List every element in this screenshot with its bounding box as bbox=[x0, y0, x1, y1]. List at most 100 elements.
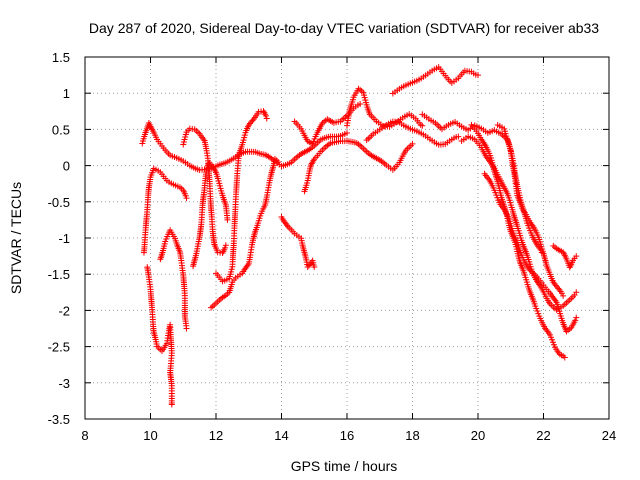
series-track-14 bbox=[389, 64, 481, 97]
series-track-17 bbox=[468, 121, 568, 361]
data-point bbox=[361, 92, 368, 99]
data-point bbox=[558, 290, 565, 297]
data-point bbox=[241, 134, 248, 141]
x-tick-label: 24 bbox=[602, 428, 616, 443]
series-track-11 bbox=[301, 137, 416, 195]
data-point bbox=[162, 238, 169, 245]
data-point bbox=[409, 140, 416, 147]
chart-title: Day 287 of 2020, Sidereal Day-to-day VTE… bbox=[89, 20, 599, 36]
data-point bbox=[249, 117, 256, 124]
data-point bbox=[309, 159, 316, 166]
data-point bbox=[492, 189, 499, 196]
data-point bbox=[533, 305, 540, 312]
data-points bbox=[139, 64, 580, 408]
series-track-7 bbox=[208, 155, 282, 311]
data-point bbox=[549, 339, 556, 346]
data-point bbox=[573, 253, 580, 260]
series-track-20 bbox=[550, 242, 580, 271]
series-track-9 bbox=[278, 214, 318, 270]
series-track-13 bbox=[363, 118, 462, 148]
data-point bbox=[519, 254, 526, 261]
data-point bbox=[560, 249, 567, 256]
data-point bbox=[480, 139, 487, 146]
data-point bbox=[475, 72, 481, 79]
series-track-8 bbox=[213, 108, 270, 285]
series-track-4 bbox=[157, 227, 190, 332]
data-point bbox=[357, 101, 364, 108]
data-point bbox=[549, 336, 556, 343]
data-point bbox=[180, 139, 187, 146]
y-tick-label: -3.5 bbox=[48, 412, 70, 427]
y-tick-label: 1 bbox=[63, 86, 70, 101]
data-point bbox=[311, 263, 318, 270]
data-point bbox=[228, 268, 235, 275]
data-point bbox=[560, 292, 567, 299]
data-point bbox=[525, 222, 532, 229]
data-point bbox=[485, 175, 492, 182]
series-track-3 bbox=[144, 264, 175, 408]
data-point bbox=[534, 308, 541, 315]
data-point bbox=[222, 242, 229, 249]
x-tick-label: 22 bbox=[536, 428, 550, 443]
data-point bbox=[518, 252, 525, 259]
data-point bbox=[260, 108, 267, 115]
data-point bbox=[283, 222, 290, 229]
data-point bbox=[148, 124, 155, 131]
data-point bbox=[228, 266, 235, 273]
data-point bbox=[241, 132, 248, 139]
data-point bbox=[551, 296, 558, 303]
data-point bbox=[524, 220, 531, 227]
y-tick-label: 0.5 bbox=[52, 122, 70, 137]
series-track-6 bbox=[190, 159, 231, 270]
data-point bbox=[573, 314, 580, 321]
data-point bbox=[455, 133, 462, 140]
data-point bbox=[262, 112, 269, 119]
data-point bbox=[244, 262, 251, 269]
y-tick-label: -3 bbox=[58, 376, 70, 391]
data-point bbox=[361, 94, 368, 101]
series-track-1 bbox=[139, 120, 350, 173]
data-point bbox=[309, 140, 316, 147]
x-tick-label: 16 bbox=[340, 428, 354, 443]
data-point bbox=[419, 122, 426, 129]
x-tick-label: 12 bbox=[209, 428, 223, 443]
series-track-16 bbox=[458, 133, 580, 313]
data-point bbox=[263, 115, 270, 122]
x-tick-label: 18 bbox=[405, 428, 419, 443]
x-tick-label: 14 bbox=[274, 428, 288, 443]
y-tick-label: -1.5 bbox=[48, 267, 70, 282]
x-tick-label: 10 bbox=[143, 428, 157, 443]
data-point bbox=[572, 317, 579, 324]
data-point bbox=[493, 192, 500, 199]
data-point bbox=[275, 158, 282, 165]
data-point bbox=[538, 249, 545, 256]
data-point bbox=[212, 167, 219, 174]
series-track-18 bbox=[481, 170, 580, 335]
data-point bbox=[216, 182, 223, 189]
data-point bbox=[499, 204, 506, 211]
series-track-19 bbox=[494, 121, 545, 256]
y-tick-label: -1 bbox=[58, 231, 70, 246]
y-tick-label: 0 bbox=[63, 159, 70, 174]
y-tick-label: -0.5 bbox=[48, 195, 70, 210]
y-tick-label: 1.5 bbox=[52, 50, 70, 65]
y-tick-label: -2 bbox=[58, 303, 70, 318]
data-point bbox=[183, 195, 190, 202]
data-point bbox=[222, 244, 229, 251]
x-tick-label: 20 bbox=[471, 428, 485, 443]
series-track-12 bbox=[344, 85, 426, 130]
data-point bbox=[224, 216, 231, 223]
data-point bbox=[542, 325, 549, 332]
series-track-2 bbox=[140, 165, 190, 256]
tick-labels: 8 10 12 14 16 18 20 22 24-3.5-3-2.5-2-1.5-1-0.50… bbox=[48, 50, 617, 443]
data-point bbox=[216, 180, 223, 187]
data-point bbox=[561, 354, 568, 361]
data-point bbox=[573, 289, 580, 296]
axis-ticks bbox=[84, 56, 610, 420]
data-point bbox=[168, 401, 175, 408]
x-axis-label: GPS time / hours bbox=[291, 458, 398, 474]
data-point bbox=[181, 136, 188, 143]
data-point bbox=[200, 136, 207, 143]
